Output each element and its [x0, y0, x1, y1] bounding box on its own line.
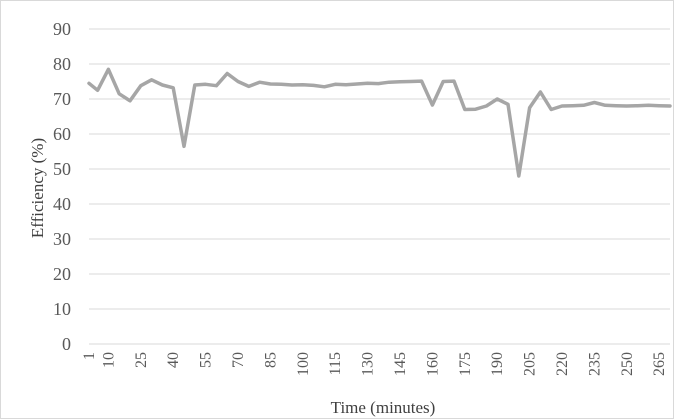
x-tick-label: 10 [100, 352, 117, 368]
efficiency-series-line [87, 67, 672, 178]
x-tick-label: 160 [424, 352, 441, 376]
x-tick-label: 100 [295, 352, 312, 376]
x-tick-label: 145 [392, 352, 409, 376]
x-tick-label: 70 [230, 352, 247, 368]
y-tick-label: 20 [53, 264, 71, 284]
x-axis-label: Time (minutes) [331, 398, 436, 417]
y-axis-ticks: 0 10 20 30 40 50 60 70 80 90 [53, 19, 71, 354]
y-tick-label: 70 [53, 89, 71, 109]
y-tick-label: 80 [53, 54, 71, 74]
x-axis-ticks: 1 10 25 40 55 70 85 100 115 130 145 160 175 190 205 220… [81, 352, 668, 376]
x-tick-label: 265 [651, 352, 668, 376]
x-tick-label: 25 [133, 352, 150, 368]
x-tick-label: 130 [360, 352, 377, 376]
x-tick-label: 40 [165, 352, 182, 368]
x-tick-label: 115 [327, 352, 344, 375]
y-tick-label: 10 [53, 299, 71, 319]
x-tick-label: 235 [586, 352, 603, 376]
series-group [87, 67, 672, 178]
y-tick-label: 90 [53, 19, 71, 39]
x-tick-label: 175 [457, 352, 474, 376]
x-tick-label: 55 [198, 352, 215, 368]
y-tick-label: 0 [62, 334, 71, 354]
y-tick-label: 50 [53, 159, 71, 179]
y-tick-label: 40 [53, 194, 71, 214]
x-tick-label: 220 [554, 352, 571, 376]
gridlines [89, 28, 670, 345]
y-tick-label: 60 [53, 124, 71, 144]
x-tick-label: 205 [522, 352, 539, 376]
y-tick-label: 30 [53, 229, 71, 249]
x-tick-label: 250 [619, 352, 636, 376]
y-axis-label: Efficiency (%) [28, 138, 47, 238]
x-tick-label: 190 [489, 352, 506, 376]
x-tick-label: 1 [81, 352, 98, 360]
x-tick-label: 85 [262, 352, 279, 368]
